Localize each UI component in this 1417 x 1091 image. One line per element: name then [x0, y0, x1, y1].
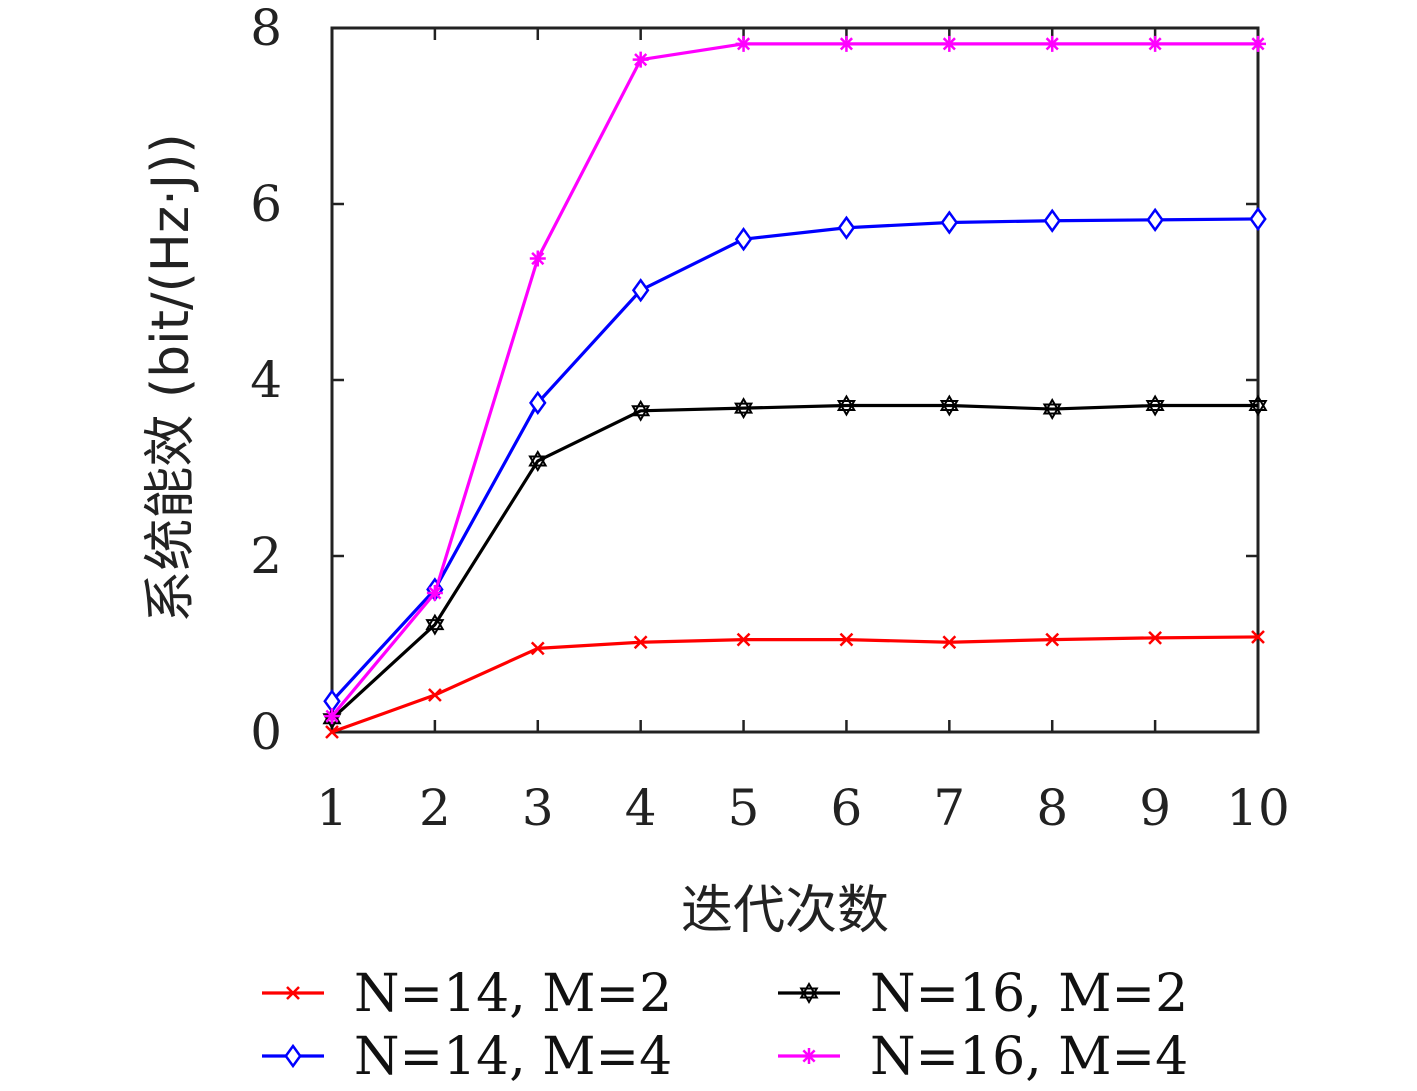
data-point: [940, 210, 959, 235]
marker-triangle-down: [836, 400, 856, 417]
data-point: [529, 250, 546, 267]
legend-item: N=14, M=2: [262, 964, 672, 1024]
data-point: [428, 688, 442, 702]
x-tick-label: 7: [933, 779, 965, 837]
data-point: [839, 632, 854, 647]
marker-triangle-down: [425, 619, 445, 636]
x-tick-label: 5: [728, 779, 760, 837]
y-tick-label: 2: [250, 527, 282, 585]
legend-item: N=16, M=2: [778, 964, 1188, 1024]
data-point: [1044, 35, 1061, 52]
data-point: [837, 215, 856, 240]
data-point: [838, 35, 855, 52]
data-point: [528, 449, 548, 472]
series-asterisk: [324, 35, 1266, 725]
data-point: [734, 397, 754, 420]
data-point: [632, 51, 649, 68]
legend-label: N=16, M=2: [870, 964, 1188, 1024]
legend-label: N=14, M=2: [354, 964, 672, 1024]
series-line: [330, 42, 1258, 718]
series-x: [325, 630, 1265, 739]
data-point: [1147, 35, 1164, 52]
y-tick-label: 8: [250, 0, 282, 57]
x-tick-label: 8: [1036, 779, 1068, 837]
marker-triangle-down: [799, 987, 819, 1004]
data-point: [324, 708, 340, 725]
series-layer: [322, 35, 1268, 739]
data-point: [1250, 35, 1266, 52]
data-point: [799, 982, 819, 1004]
marker-triangle-up: [1042, 398, 1062, 415]
x-tick-label: 9: [1139, 779, 1171, 837]
data-point: [735, 35, 752, 52]
series-line: [330, 217, 1259, 703]
data-point: [325, 725, 339, 739]
marker-triangle-up: [631, 399, 651, 417]
data-point: [425, 613, 445, 636]
series-line: [331, 635, 1259, 734]
data-point: [1249, 206, 1267, 232]
data-point: [1045, 632, 1060, 647]
data-point: [426, 584, 443, 601]
series-hexagram: [322, 394, 1268, 730]
legend-label: N=16, M=4: [870, 1027, 1188, 1087]
data-point: [1251, 630, 1265, 644]
data-point: [941, 35, 958, 52]
series-diamond: [323, 206, 1267, 714]
marker-triangle-down: [1042, 403, 1062, 421]
data-point: [942, 635, 957, 650]
data-point: [286, 986, 300, 1000]
data-point: [736, 632, 751, 647]
x-tick-label: 3: [522, 779, 554, 837]
data-point: [734, 227, 753, 252]
marker-triangle-up: [939, 394, 959, 412]
data-point: [1042, 398, 1062, 421]
data-point: [1248, 394, 1268, 417]
marker-triangle-down: [631, 405, 651, 422]
data-point: [836, 394, 856, 417]
data-point: [529, 390, 547, 416]
data-point: [801, 1048, 817, 1064]
axes-box: [330, 26, 1260, 734]
data-point: [1146, 207, 1164, 232]
marker-triangle-down: [1145, 400, 1165, 417]
legend: N=14, M=2N=14, M=4 N=16, M=2N=16, M=4: [262, 964, 1188, 1087]
data-point: [631, 399, 651, 422]
data-point: [530, 641, 545, 656]
x-tick-label: 4: [625, 779, 657, 837]
marker-triangle-up: [1145, 394, 1165, 412]
marker-triangle-up: [836, 394, 856, 412]
x-axis-label: 迭代次数: [681, 881, 889, 941]
legend-item: N=16, M=4: [778, 1027, 1188, 1087]
x-tick-label: 6: [831, 779, 863, 837]
data-point: [1145, 394, 1165, 417]
legend-label: N=14, M=4: [354, 1027, 672, 1087]
y-tick-label: 0: [250, 703, 282, 761]
y-tick-label: 4: [250, 351, 282, 409]
x-tick-label: 1: [316, 779, 348, 837]
y-tick-label: 6: [250, 175, 282, 233]
marker-triangle-down: [1248, 400, 1268, 417]
plot-area: 1 2 3 4 5 6 7 8 9 10 0 2 4 6 8: [250, 0, 1290, 837]
marker-triangle-up: [734, 397, 754, 414]
x-tick-label: 2: [419, 779, 451, 837]
marker-triangle-up: [1248, 394, 1268, 412]
x-tick-label: 10: [1226, 779, 1290, 837]
series-line: [330, 403, 1258, 720]
data-point: [284, 1043, 302, 1069]
marker-triangle-down: [734, 402, 754, 420]
data-point: [1043, 208, 1061, 233]
y-axis-label: 系统能效 (bit/(Hz·J)): [141, 133, 201, 622]
marker-triangle-up: [799, 982, 819, 999]
marker-triangle-down: [528, 455, 548, 472]
data-point: [631, 278, 650, 303]
legend-item: N=14, M=4: [262, 1027, 672, 1087]
data-point: [939, 394, 959, 417]
data-point: [633, 635, 648, 650]
data-point: [1148, 630, 1162, 645]
marker-triangle-up: [528, 449, 548, 467]
marker-triangle-up: [425, 613, 445, 631]
marker-triangle-down: [939, 400, 959, 417]
